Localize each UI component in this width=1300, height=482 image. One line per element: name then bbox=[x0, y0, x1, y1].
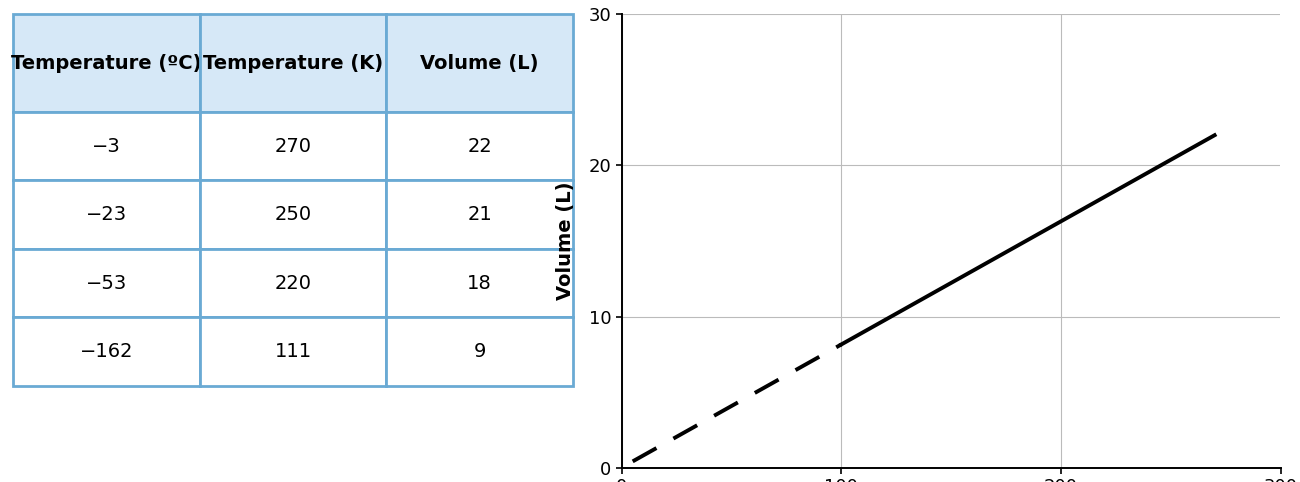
Y-axis label: Volume (L): Volume (L) bbox=[555, 182, 575, 300]
